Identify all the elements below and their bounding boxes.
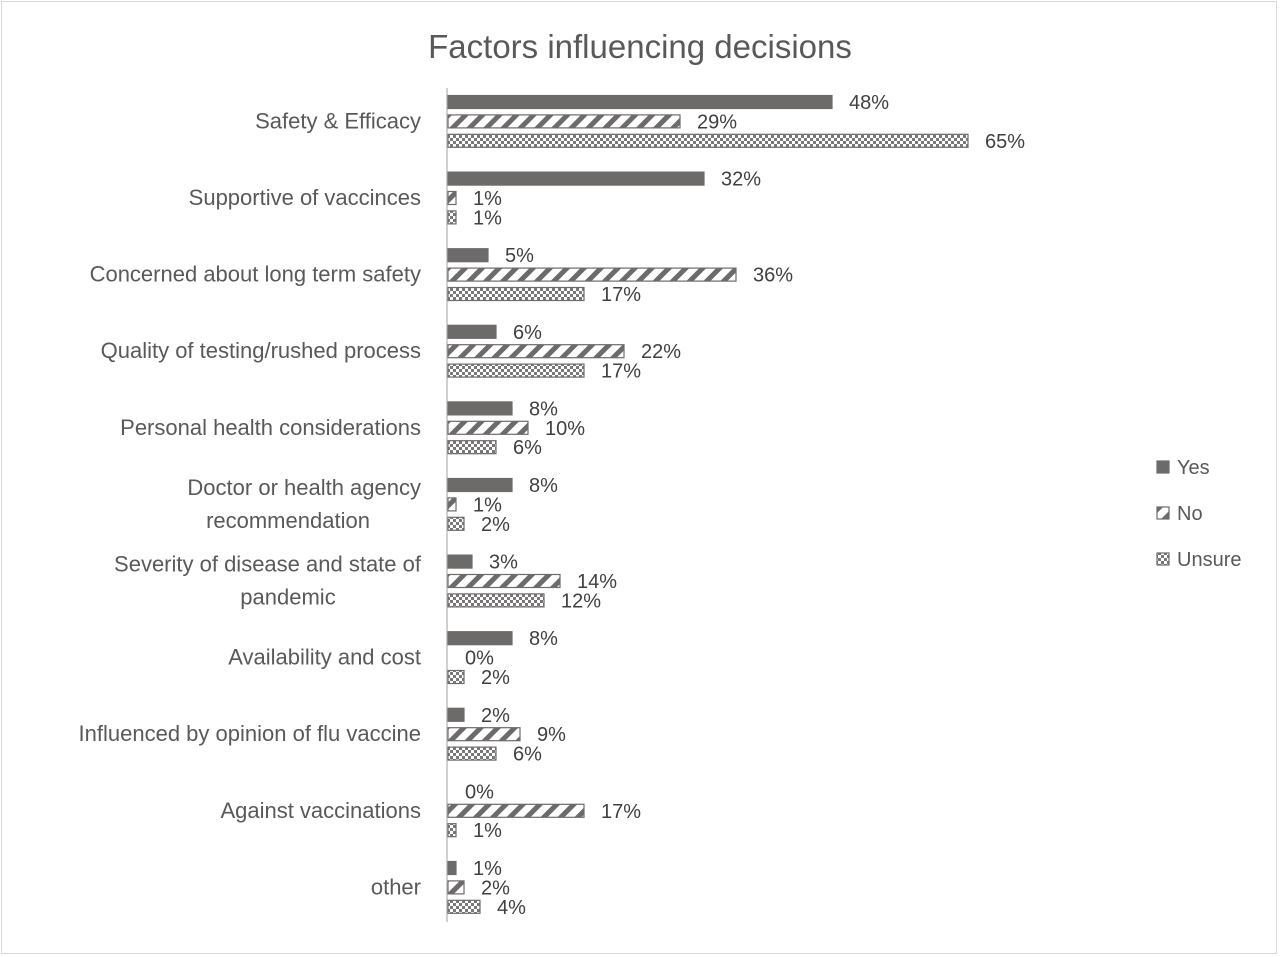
category-label: other (371, 874, 421, 899)
chart-title: Factors influencing decisions (428, 28, 852, 65)
category-label: Quality of testing/rushed process (101, 338, 421, 363)
category-label: recommendation (206, 508, 370, 533)
data-label: 9% (537, 724, 566, 746)
legend-swatch-unsure (1156, 552, 1170, 566)
bar-unsure (447, 286, 585, 302)
legend-swatch-no (1156, 506, 1170, 520)
data-label: 6% (513, 437, 542, 459)
category-label: Concerned about long term safety (90, 262, 421, 287)
legend-label: No (1177, 503, 1203, 525)
category-label: pandemic (240, 585, 335, 610)
data-label: 12% (561, 590, 601, 612)
bar-yes (447, 477, 513, 493)
bar-no (447, 880, 465, 895)
bar-no (447, 420, 529, 435)
bar-unsure (447, 440, 497, 455)
bar-yes (447, 860, 457, 876)
data-label: 1% (473, 820, 502, 842)
category-label: Against vaccinations (220, 798, 421, 823)
data-label: 14% (577, 571, 617, 593)
legend-label: Unsure (1177, 549, 1241, 571)
legend: Yes No Unsure (1156, 457, 1241, 571)
category-label: Supportive of vaccinces (189, 185, 421, 210)
bar-no (447, 190, 457, 206)
bar-no (447, 497, 457, 512)
bar-no (447, 114, 681, 129)
data-label: 48% (849, 92, 889, 114)
data-label: 1% (473, 858, 502, 880)
data-label: 1% (473, 207, 502, 229)
bar-yes (447, 94, 833, 110)
data-label: 0% (465, 648, 494, 670)
bar-unsure (447, 899, 481, 914)
bar-unsure (447, 516, 465, 531)
bar-yes (447, 171, 705, 186)
data-label: 10% (545, 418, 585, 440)
bar-unsure (447, 210, 457, 225)
data-label: 22% (641, 341, 681, 363)
data-label: 6% (513, 322, 542, 344)
data-label: 32% (721, 169, 761, 191)
data-label: 29% (697, 111, 737, 133)
bar-no (447, 344, 625, 359)
data-label: 2% (481, 877, 510, 899)
bar-yes (447, 401, 513, 416)
bar-unsure (447, 669, 465, 685)
bar-no (447, 727, 521, 742)
bar-no (447, 573, 561, 589)
data-label: 4% (497, 897, 526, 919)
category-label: Severity of disease and state of (114, 552, 422, 577)
bar-unsure (447, 363, 585, 378)
data-label: 0% (465, 781, 494, 803)
data-label: 2% (481, 705, 510, 727)
bar-unsure (447, 746, 497, 761)
bar-yes (447, 554, 473, 569)
data-label: 17% (601, 284, 641, 306)
category-label: Doctor or health agency (187, 475, 421, 500)
bar-yes (447, 707, 465, 722)
bar-yes (447, 248, 489, 263)
bar-no (447, 267, 737, 282)
data-label: 36% (753, 265, 793, 287)
data-label: 2% (481, 667, 510, 689)
data-label: 8% (529, 398, 558, 420)
bar-unsure (447, 823, 457, 838)
legend-label: Yes (1177, 457, 1210, 479)
bar-yes (447, 631, 513, 646)
plot-area: Safety & Efficacy 48% 29% 65% Supportive of … (79, 88, 1025, 922)
category-label: Availability and cost (228, 645, 421, 670)
data-label: 17% (601, 801, 641, 823)
data-label: 17% (601, 361, 641, 383)
data-label: 1% (473, 188, 502, 210)
data-label: 1% (473, 494, 502, 516)
category-label: Personal health considerations (120, 415, 421, 440)
category-label: Safety & Efficacy (255, 108, 421, 133)
category-label: Influenced by opinion of flu vaccine (79, 721, 421, 746)
bar-unsure (447, 593, 545, 608)
data-label: 2% (481, 514, 510, 536)
data-label: 5% (505, 245, 534, 267)
data-label: 8% (529, 475, 558, 497)
legend-swatch-yes (1156, 460, 1170, 474)
bar-yes (447, 324, 497, 339)
data-label: 3% (489, 552, 518, 574)
data-label: 6% (513, 744, 542, 766)
data-label: 65% (985, 131, 1025, 153)
bar-no (447, 803, 585, 818)
data-label: 8% (529, 628, 558, 650)
bar-unsure (447, 133, 969, 148)
